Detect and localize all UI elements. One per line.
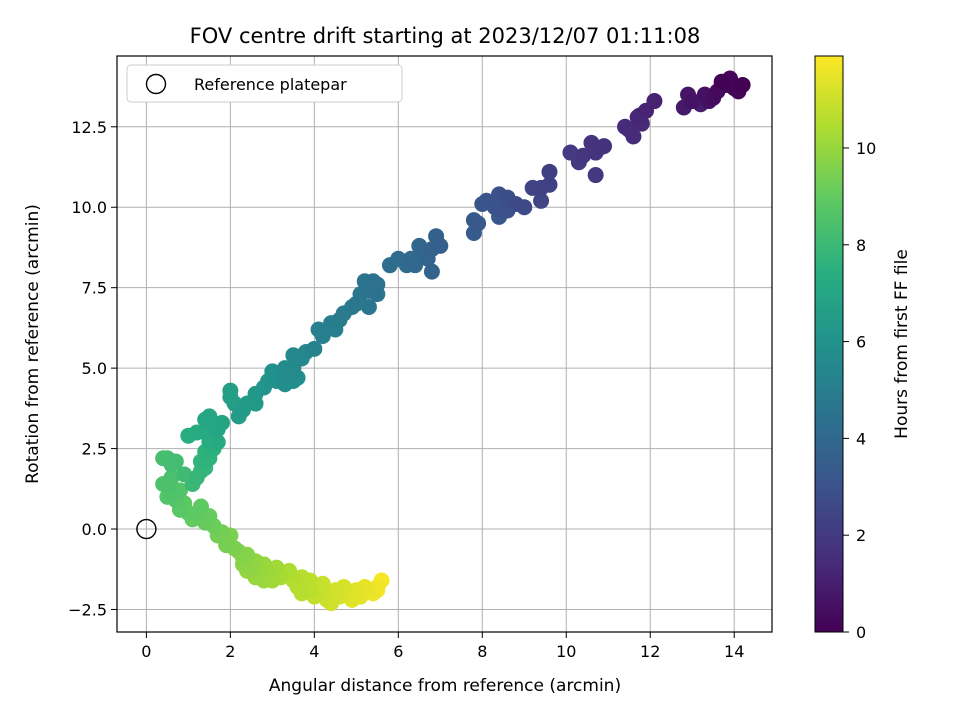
colorbar: 0 2 4 6 8 10 Hours from first FF file (814, 55, 912, 642)
data-point (596, 138, 613, 155)
colorbar-gradient (814, 55, 844, 633)
data-point (432, 237, 449, 254)
data-point (541, 163, 558, 180)
data-point (423, 263, 440, 280)
grid-lines (117, 56, 772, 632)
x-tick-label: 4 (309, 642, 319, 661)
x-tick-label: 10 (556, 642, 576, 661)
plot-frame (116, 55, 773, 633)
data-point (621, 122, 638, 139)
data-point (575, 147, 592, 164)
data-point (285, 347, 302, 364)
colorbar-tick-label: 10 (856, 139, 876, 158)
colorbar-label: Hours from first FF file (892, 249, 912, 439)
data-point (306, 340, 323, 357)
data-point (533, 192, 550, 209)
legend: Reference platepar (126, 64, 403, 103)
y-tick-label: 10.0 (71, 198, 107, 217)
data-point (562, 144, 579, 161)
colorbar-tick-label: 2 (856, 526, 866, 545)
reference-marker (136, 518, 157, 540)
y-tick-label: 7.5 (82, 279, 107, 298)
y-tick-label: 0.0 (82, 520, 107, 539)
data-point (209, 434, 226, 451)
y-tick-label: 2.5 (82, 440, 107, 459)
y-ticks: −2.5 0.0 2.5 5.0 7.5 10.0 12.5 (68, 118, 117, 619)
data-point (192, 498, 209, 515)
colorbar-tick-label: 4 (856, 429, 866, 448)
y-tick-label: 12.5 (71, 118, 107, 137)
legend-label: Reference platepar (194, 75, 347, 94)
x-tick-label: 14 (724, 642, 744, 661)
colorbar-ticks: 0 2 4 6 8 10 (843, 139, 876, 642)
x-tick-label: 8 (477, 642, 487, 661)
data-point (587, 167, 604, 184)
x-tick-label: 2 (225, 642, 235, 661)
x-axis-label: Angular distance from reference (arcmin) (269, 676, 621, 696)
colorbar-tick-label: 0 (856, 623, 866, 642)
data-point (213, 414, 230, 431)
y-tick-label: 5.0 (82, 359, 107, 378)
data-point (369, 276, 386, 293)
data-point (163, 469, 180, 486)
data-point (222, 382, 239, 399)
data-point (646, 93, 663, 110)
chart-title: FOV centre drift starting at 2023/12/07 … (190, 24, 701, 48)
data-point (360, 298, 377, 315)
colorbar-tick-label: 6 (856, 333, 866, 352)
data-point (734, 76, 751, 93)
y-tick-label: −2.5 (68, 600, 107, 619)
data-point (713, 73, 730, 90)
data-points (155, 70, 751, 612)
data-point (516, 199, 533, 216)
legend-marker-icon (145, 73, 167, 95)
colorbar-tick-label: 8 (856, 236, 866, 255)
data-point (684, 93, 701, 110)
x-ticks: 0 2 4 6 8 10 12 14 (141, 632, 744, 661)
x-tick-label: 0 (141, 642, 151, 661)
reference-platepar-marker (136, 518, 157, 540)
x-tick-label: 12 (640, 642, 660, 661)
legend-box (126, 64, 403, 103)
y-axis-label: Rotation from reference (arcmin) (23, 204, 43, 484)
data-point (167, 453, 184, 470)
data-point (541, 176, 558, 193)
data-point (407, 257, 424, 274)
x-tick-label: 6 (393, 642, 403, 661)
data-point (470, 215, 487, 232)
